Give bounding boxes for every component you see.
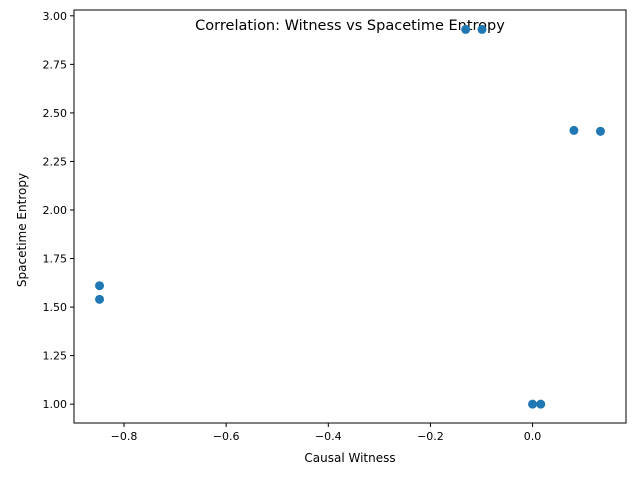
data-point [528, 399, 538, 409]
data-point [569, 125, 579, 135]
y-tick-label: 3.00 [43, 10, 68, 23]
y-tick-label: 2.75 [43, 58, 68, 71]
x-tick-label: −0.4 [315, 430, 342, 443]
y-tick-label: 1.75 [43, 253, 68, 266]
y-tick-label: 2.00 [43, 204, 68, 217]
y-tick-label: 1.50 [43, 301, 68, 314]
y-tick-label: 1.25 [43, 350, 68, 363]
x-tick-label: 0.0 [524, 430, 542, 443]
plot-area [95, 24, 605, 409]
axes-frame [73, 9, 627, 424]
x-tick-label: −0.2 [417, 430, 444, 443]
data-point [595, 126, 605, 136]
y-tick-label: 1.00 [43, 398, 68, 411]
x-axis-label: Causal Witness [304, 451, 395, 465]
x-tick-label: −0.8 [111, 430, 138, 443]
data-point [95, 281, 105, 291]
data-point [477, 24, 487, 34]
data-point [95, 294, 105, 304]
data-point [461, 24, 471, 34]
y-axis-label: Spacetime Entropy [15, 173, 29, 287]
x-tick-label: −0.6 [213, 430, 240, 443]
data-point [536, 399, 546, 409]
y-tick-label: 2.25 [43, 155, 68, 168]
chart-title: Correlation: Witness vs Spacetime Entrop… [195, 18, 505, 34]
y-tick-label: 2.50 [43, 107, 68, 120]
